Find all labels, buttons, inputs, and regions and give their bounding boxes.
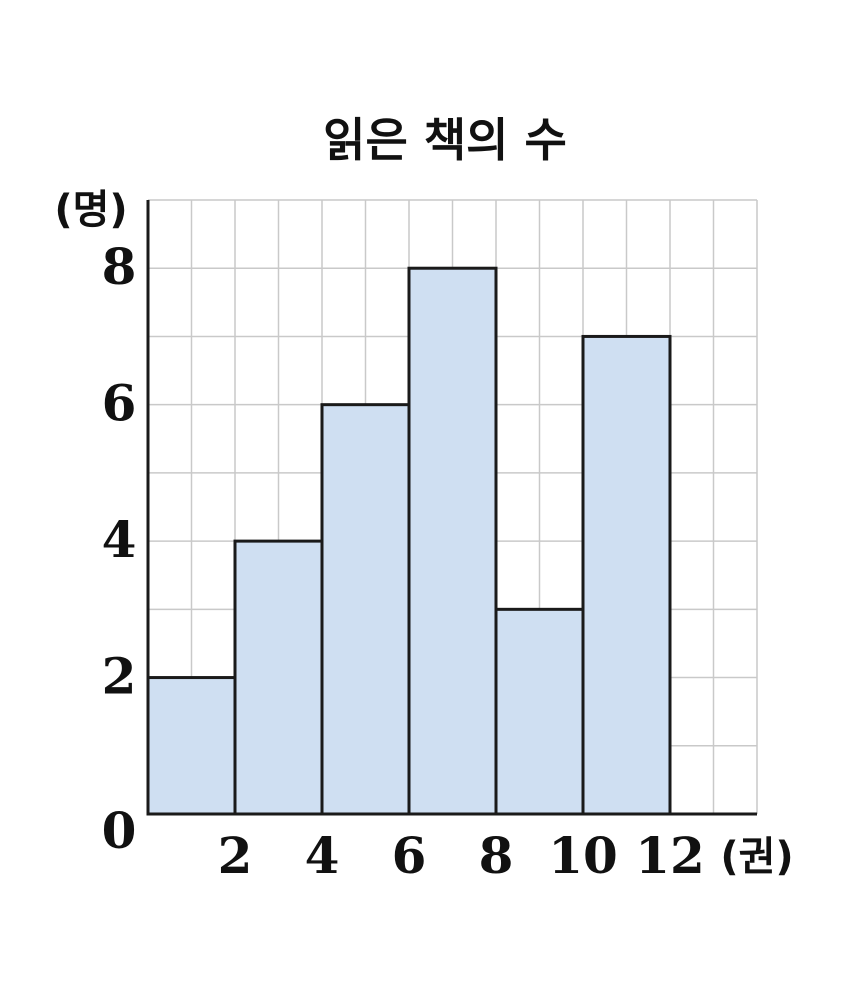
y-tick-label: 6: [102, 374, 137, 433]
chart-title: 읽은 책의 수: [323, 113, 567, 167]
histogram-bar: [146, 676, 237, 816]
histogram-bar: [494, 607, 585, 816]
histogram-bar: [581, 334, 672, 816]
x-axis-unit-label: (권): [720, 834, 793, 880]
y-tick-label: 2: [102, 647, 137, 706]
x-tick-label: 12: [635, 826, 705, 885]
origin-label: 0: [102, 801, 137, 860]
y-tick-label: 4: [102, 510, 137, 569]
histogram-bar: [320, 403, 411, 816]
x-tick-label: 10: [548, 826, 618, 885]
x-tick-label: 2: [218, 826, 253, 885]
x-tick-label: 6: [392, 826, 427, 885]
x-tick-label: 8: [479, 826, 514, 885]
axes: [146, 200, 757, 816]
y-tick-label: 8: [102, 237, 137, 296]
histogram-bar: [233, 539, 324, 816]
x-tick-label: 4: [305, 826, 340, 885]
y-axis-unit-label: (명): [54, 187, 127, 233]
histogram-bar: [407, 266, 498, 816]
